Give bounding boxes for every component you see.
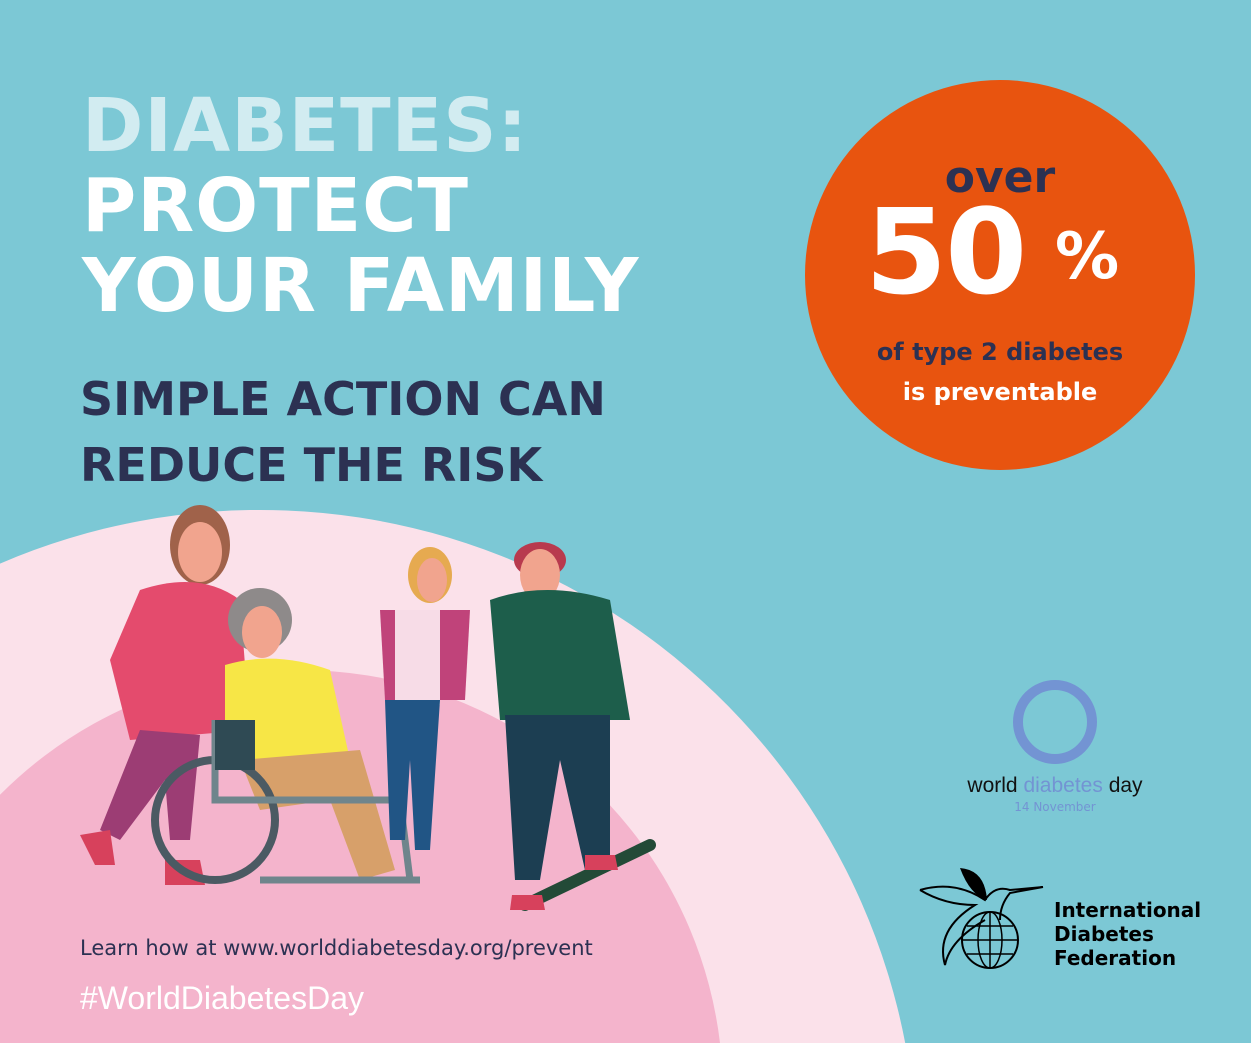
world-diabetes-day-logo: world diabetes day 14 November — [950, 680, 1160, 814]
wdd-wordmark: world diabetes day — [950, 774, 1160, 798]
idf-logo-text: International Diabetes Federation — [1054, 898, 1201, 970]
hashtag: #WorldDiabetesDay — [80, 980, 364, 1016]
wdd-word-1: world — [967, 774, 1018, 797]
stat-badge: over 50 % of type 2 diabetes is preventa… — [805, 80, 1195, 470]
stat-caption-2: is preventable — [902, 378, 1098, 406]
stat-prefix: over — [944, 152, 1056, 203]
family-illustration — [80, 505, 656, 911]
stat-unit: % — [1055, 220, 1120, 294]
headline-line-2: PROTECT — [82, 163, 469, 249]
idf-line-3: Federation — [1054, 946, 1177, 970]
headline-line-3: YOUR FAMILY — [82, 243, 640, 329]
subheadline: SIMPLE ACTION CAN REDUCE THE RISK — [80, 366, 606, 498]
learn-more-link[interactable]: Learn how at www.worlddiabetesday.org/pr… — [80, 936, 593, 960]
idf-line-1: International — [1054, 898, 1202, 922]
hummingbird-globe-icon — [919, 868, 1044, 969]
subheadline-line-1: SIMPLE ACTION CAN — [80, 372, 606, 426]
wdd-word-3: day — [1108, 774, 1143, 797]
subheadline-line-2: REDUCE THE RISK — [80, 438, 543, 492]
idf-line-2: Diabetes — [1054, 922, 1154, 946]
wdd-date: 14 November — [1014, 800, 1096, 814]
stat-caption-1: of type 2 diabetes — [876, 338, 1124, 366]
headline-line-1: DIABETES: — [82, 83, 529, 169]
wdd-word-2: diabetes — [1023, 774, 1103, 797]
stat-value: 50 — [865, 183, 1027, 321]
blue-circle-icon — [1013, 680, 1097, 764]
headline: DIABETES: PROTECT YOUR FAMILY — [82, 86, 639, 326]
